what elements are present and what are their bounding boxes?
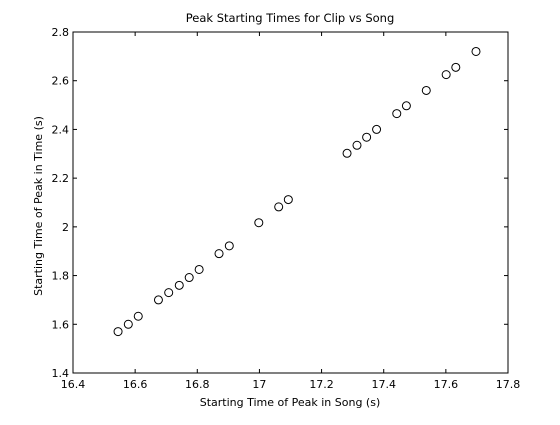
data-point <box>123 319 133 329</box>
data-point <box>224 241 234 251</box>
y-tick-label: 1.4 <box>52 367 70 380</box>
x-tick-label: 17.2 <box>309 378 334 391</box>
data-point <box>153 295 163 305</box>
data-point <box>441 70 451 80</box>
data-point <box>164 288 174 298</box>
plot-frame <box>72 31 509 374</box>
y-tick-label: 2.2 <box>52 172 70 185</box>
x-tick-label: 16.8 <box>185 378 210 391</box>
data-point <box>362 132 372 142</box>
y-tick-label: 2.8 <box>52 26 70 39</box>
y-axis-title: Starting Time of Peak in Time (s) <box>32 116 45 296</box>
data-point <box>174 280 184 290</box>
y-tick-label: 2 <box>62 221 69 234</box>
data-point <box>214 249 224 259</box>
data-point <box>342 148 352 158</box>
x-axis-title: Starting Time of Peak in Song (s) <box>200 396 381 409</box>
data-point <box>372 124 382 134</box>
data-point <box>401 101 411 111</box>
data-point <box>254 218 264 228</box>
y-tick-label: 1.8 <box>52 270 70 283</box>
x-tick-label: 16.4 <box>61 378 86 391</box>
data-point <box>392 109 402 119</box>
x-tick-label: 17.6 <box>434 378 459 391</box>
y-tick-label: 1.6 <box>52 318 70 331</box>
data-point <box>133 311 143 321</box>
data-point <box>283 195 293 205</box>
y-tick-label: 2.4 <box>52 123 70 136</box>
x-tick-label: 17 <box>252 378 266 391</box>
x-tick-label: 16.6 <box>123 378 148 391</box>
data-point <box>194 264 204 274</box>
data-point <box>113 327 123 337</box>
data-point <box>471 46 481 56</box>
data-point <box>184 273 194 283</box>
y-tick-label: 2.6 <box>52 75 70 88</box>
data-points <box>113 46 481 337</box>
data-point <box>421 85 431 95</box>
x-tick-label: 17.8 <box>496 378 521 391</box>
chart-title: Peak Starting Times for Clip vs Song <box>186 11 395 25</box>
axis-ticks: 16.4 16.6 16.8 17 17.2 17.4 17.6 17.8 1.4 1.6 1.8 2… <box>52 26 521 391</box>
x-tick-label: 17.4 <box>371 378 396 391</box>
data-point <box>451 62 461 72</box>
data-point <box>274 202 284 212</box>
data-point <box>352 140 362 150</box>
